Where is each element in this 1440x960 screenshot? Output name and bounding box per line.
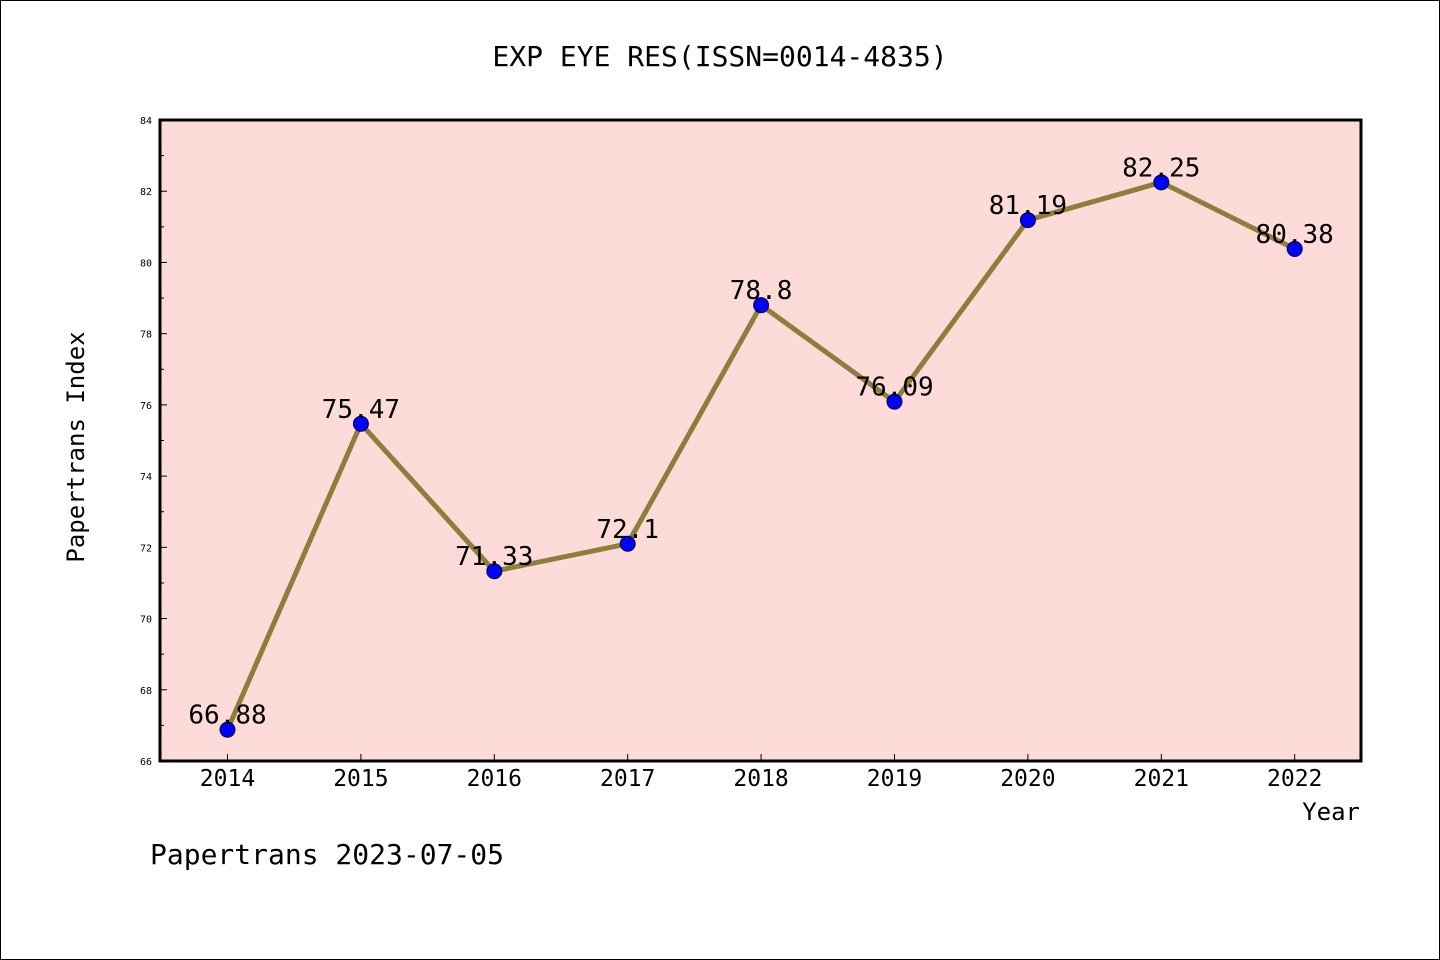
y-tick-label: 74 <box>140 472 152 483</box>
x-tick-label: 2017 <box>600 766 655 792</box>
data-point <box>352 415 369 432</box>
data-point <box>753 297 770 314</box>
chart-title: EXP EYE RES(ISSN=0014-4835) <box>492 40 947 73</box>
x-tick-label: 2021 <box>1134 766 1189 792</box>
y-tick-label: 80 <box>140 258 152 269</box>
x-tick-label: 2020 <box>1000 766 1055 792</box>
data-point <box>619 535 636 552</box>
y-tick-label: 70 <box>140 615 152 626</box>
footer-text: Papertrans 2023-07-05 <box>150 838 504 871</box>
y-tick-label: 68 <box>140 686 152 697</box>
data-label: 76.09 <box>855 373 933 403</box>
data-label: 81.19 <box>989 191 1067 221</box>
y-tick-label: 66 <box>140 757 152 768</box>
data-label: 71.33 <box>455 542 533 572</box>
x-tick-label: 2018 <box>733 766 788 792</box>
data-point <box>1019 212 1036 229</box>
data-labels: 66.88 75.47 71.33 72.1 78.8 76.09 81.19 82.25 80… <box>188 153 1333 730</box>
x-tick-label: 2022 <box>1267 766 1322 792</box>
x-axis-ticks: 2014 2015 2016 2017 2018 2019 2020 2021 2022 <box>200 754 1322 792</box>
x-tick-label: 2015 <box>333 766 388 792</box>
y-tick-label: 78 <box>140 330 152 341</box>
y-axis-ticks: 66 68 70 72 74 76 78 80 82 84 <box>140 116 167 768</box>
data-label: 66.88 <box>188 701 266 731</box>
data-point <box>219 721 236 738</box>
data-label: 72.1 <box>596 515 659 545</box>
data-point <box>1153 174 1170 191</box>
data-label: 82.25 <box>1122 153 1200 183</box>
data-label: 75.47 <box>322 395 400 425</box>
data-point <box>886 393 903 410</box>
y-tick-label: 76 <box>140 401 152 412</box>
x-axis-label: Year <box>1302 798 1360 826</box>
data-point <box>486 563 503 580</box>
x-tick-label: 2014 <box>200 766 255 792</box>
data-point <box>1286 240 1303 257</box>
data-label: 78.8 <box>730 276 793 306</box>
y-axis-label: Papertrans Index <box>62 331 90 562</box>
y-tick-label: 82 <box>140 187 152 198</box>
x-tick-label: 2016 <box>467 766 522 792</box>
x-tick-label: 2019 <box>867 766 922 792</box>
plot-area <box>158 118 1363 763</box>
data-label: 80.38 <box>1256 220 1334 250</box>
y-tick-label: 72 <box>140 543 152 554</box>
y-tick-label: 84 <box>140 116 152 127</box>
data-points <box>219 174 1303 738</box>
